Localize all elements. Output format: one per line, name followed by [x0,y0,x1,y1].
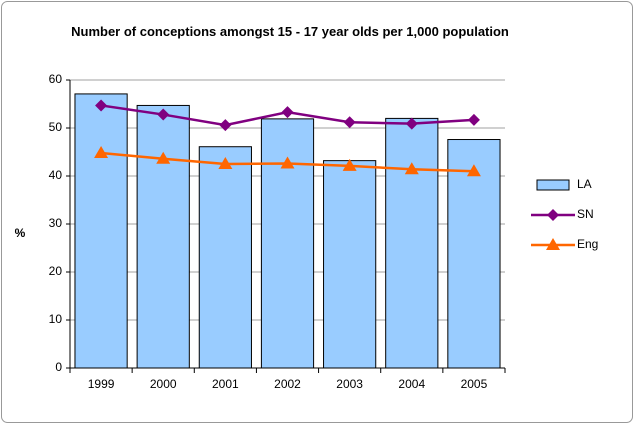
y-tick-label: 0 [55,360,62,374]
marker [467,113,480,126]
chart-title: Number of conceptions amongst 15 - 17 ye… [71,24,509,39]
x-tick-label: 1999 [88,377,115,391]
x-tick-label: 2003 [336,377,363,391]
x-tick-label: 2004 [398,377,425,391]
y-tick-label: 60 [49,72,63,86]
legend-marker [547,209,559,221]
y-tick-label: 20 [49,264,63,278]
legend-label: Eng [577,237,598,251]
y-tick-label: 50 [49,120,63,134]
marker [219,119,232,132]
marker [94,145,109,158]
marker [342,158,357,171]
marker [280,156,295,169]
y-axis-label: % [15,226,26,240]
marker [405,117,418,130]
marker [466,164,481,177]
marker [281,106,294,119]
legend-marker [546,238,560,250]
y-tick-label: 10 [49,312,63,326]
y-tick-label: 40 [49,168,63,182]
bar [385,117,439,369]
marker [218,157,233,169]
x-tick-label: 2002 [274,377,301,391]
marker [343,116,356,129]
x-tick-label: 2001 [212,377,239,391]
legend-label: LA [577,177,592,191]
legend-swatch [536,179,570,191]
marker [156,151,171,164]
bar [260,118,315,369]
bar [198,146,252,369]
legend-label: SN [577,207,594,221]
x-tick-label: 2000 [150,377,177,391]
x-tick-label: 2005 [461,377,488,391]
bar [74,93,128,369]
bar [136,104,190,369]
marker [404,162,419,175]
marker [157,108,170,121]
marker [95,99,108,112]
bar [323,160,377,369]
y-tick-label: 30 [49,216,63,230]
